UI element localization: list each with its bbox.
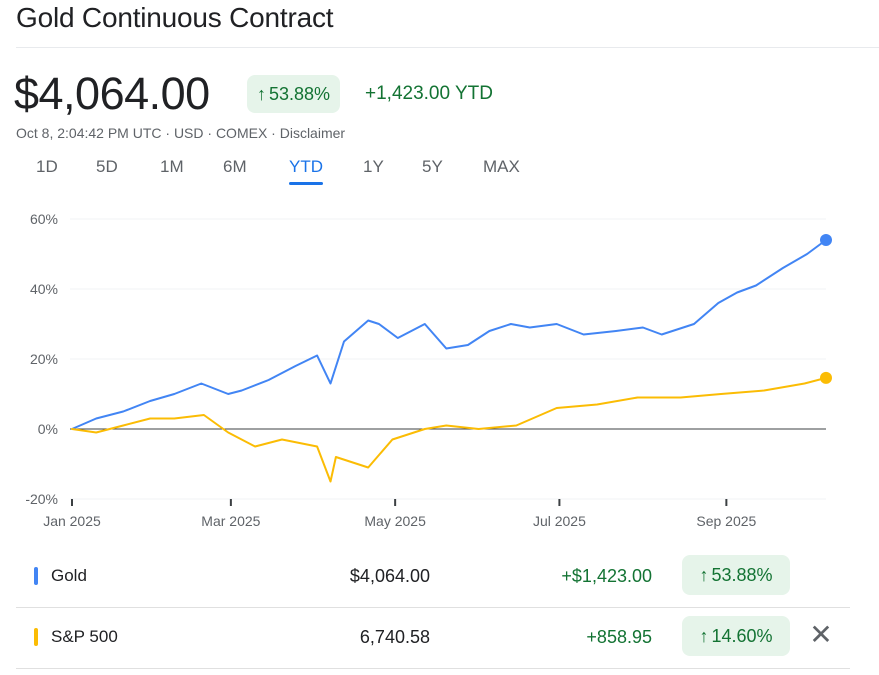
arrow-up-icon: ↑ (257, 83, 266, 104)
tab-1y[interactable]: 1Y (363, 157, 384, 176)
y-tick-label: 0% (38, 421, 58, 437)
gold-series-line (71, 239, 827, 430)
legend-percent: 14.60% (711, 625, 773, 646)
legend-change: +$1,423.00 (561, 566, 652, 586)
percent-change-value: 53.88% (269, 83, 331, 104)
legend-price: 6,740.58 (359, 627, 430, 647)
arrow-up-icon: ↑ (699, 564, 709, 585)
legend-name: Gold (51, 566, 87, 585)
tab-5y[interactable]: 5Y (422, 157, 443, 176)
legend-divider (16, 607, 850, 608)
legend-row-gold[interactable]: Gold $4,064.00 +$1,423.00 ↑ 53.88% (0, 553, 852, 613)
quote-meta: Oct 8, 2:04:42 PM UTC · USD · COMEX · Di… (16, 125, 346, 141)
percent-change-badge: ↑ 53.88% (247, 75, 341, 113)
tab-5d[interactable]: 5D (96, 157, 118, 176)
x-tick-label: Sep 2025 (696, 513, 756, 529)
tab-1d[interactable]: 1D (36, 157, 58, 176)
ytd-chart: 60% 40% 20% 0% -20% Jan 2025 Mar 2025 May 2025… (25, 211, 832, 529)
legend-price: $4,064.00 (349, 566, 430, 586)
page-title: Gold Continuous Contract (16, 2, 334, 33)
x-tick-label: Jul 2025 (533, 513, 586, 529)
s-p-500-series-line (71, 376, 827, 483)
sp500-swatch (34, 628, 38, 646)
arrow-up-icon: ↑ (699, 625, 709, 646)
y-tick-label: 20% (30, 351, 58, 367)
legend-percent: 53.88% (711, 564, 773, 585)
title-divider (16, 47, 879, 48)
tab-6m[interactable]: 6M (223, 157, 247, 176)
legend-percent-badge: ↑ 14.60% (682, 616, 790, 656)
tab-max[interactable]: MAX (483, 157, 520, 176)
legend-change: +858.95 (586, 627, 652, 647)
tab-1m[interactable]: 1M (160, 157, 184, 176)
x-tick-label: Mar 2025 (201, 513, 260, 529)
legend-divider (16, 668, 850, 669)
ytd-change: +1,423.00 YTD (365, 83, 493, 104)
x-tick-label: May 2025 (364, 513, 426, 529)
y-tick-label: 60% (30, 211, 58, 227)
s-p-500-end-point (820, 371, 832, 384)
y-tick-label: 40% (30, 281, 58, 297)
legend-row-sp500[interactable]: S&P 500 6,740.58 +858.95 ↑ 14.60% ✕ (0, 614, 852, 674)
gold-end-point (820, 234, 832, 246)
tab-ytd[interactable]: YTD (289, 157, 323, 185)
close-icon[interactable]: ✕ (809, 619, 833, 650)
y-tick-label: -20% (25, 491, 58, 507)
x-tick-label: Jan 2025 (43, 513, 101, 529)
gold-swatch (34, 567, 38, 585)
current-price: $4,064.00 (14, 68, 210, 119)
legend-name: S&P 500 (51, 627, 118, 646)
legend-percent-badge: ↑ 53.88% (682, 555, 790, 595)
